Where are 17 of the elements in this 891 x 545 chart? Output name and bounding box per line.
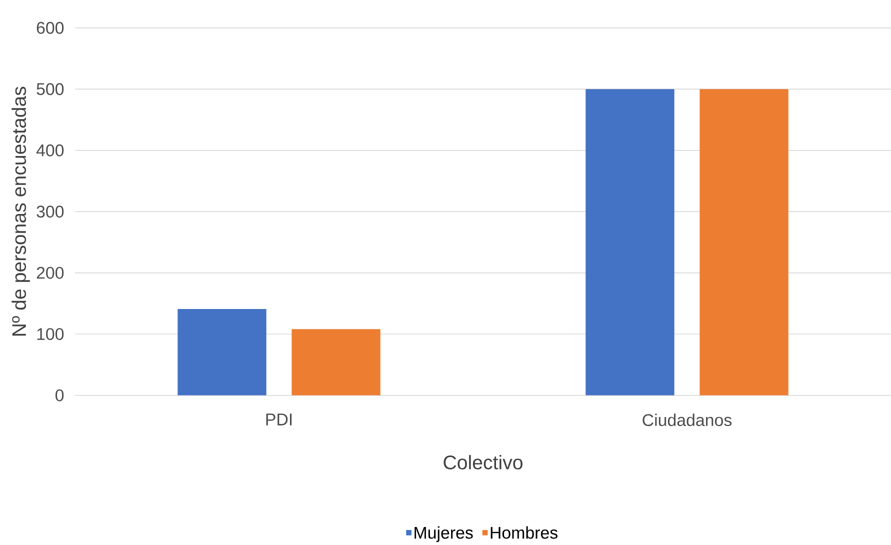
y-tick-label: 400 <box>36 144 64 156</box>
y-tick-label: 200 <box>36 266 64 279</box>
bar <box>586 89 674 396</box>
bar <box>178 309 266 396</box>
y-tick-label: 100 <box>37 328 64 340</box>
y-tick-label: 600 <box>36 22 64 34</box>
y-tick-label: 500 <box>36 83 64 96</box>
x-tick-label: PDI <box>266 414 292 426</box>
bar <box>292 329 380 396</box>
y-tick-label: 300 <box>36 206 64 218</box>
y-tick-label: 0 <box>56 389 64 402</box>
x-axis-title: Colectivo <box>444 455 522 470</box>
bar <box>700 89 788 396</box>
y-axis-title: Nº de personas encuestadas <box>12 86 30 336</box>
legend-label: Hombres <box>490 526 558 539</box>
legend-label: Mujeres <box>414 526 473 542</box>
x-tick-label: Ciudadanos <box>642 414 732 426</box>
